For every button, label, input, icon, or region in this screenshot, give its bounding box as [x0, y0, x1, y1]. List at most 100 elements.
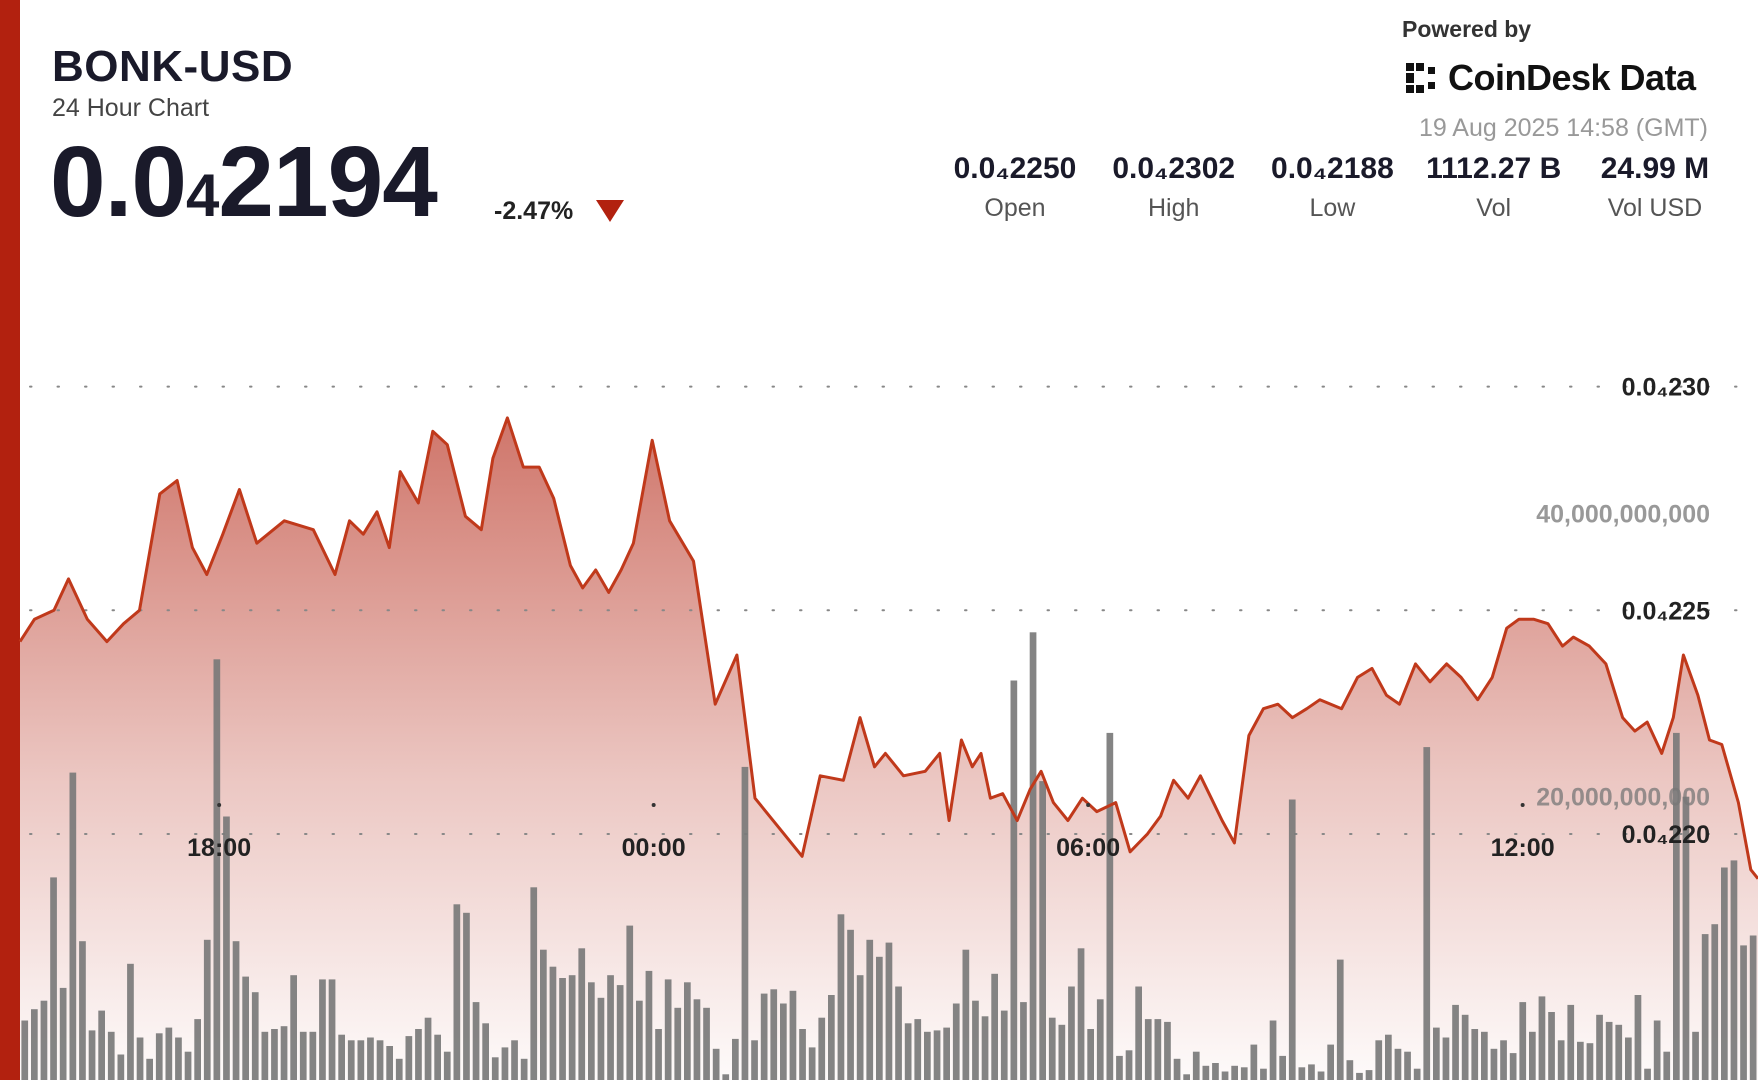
volume-bar — [549, 966, 557, 1080]
stat-volume-usd: 24.99 M Vol USD — [1590, 152, 1720, 223]
volume-bar — [1586, 1043, 1594, 1080]
volume-bar — [1212, 1063, 1219, 1080]
volume-bar — [1452, 1004, 1459, 1080]
volume-bar — [520, 1058, 528, 1080]
volume-bar — [1279, 1055, 1286, 1080]
volume-bar — [1481, 1031, 1488, 1080]
volume-bar — [376, 1040, 384, 1080]
volume-bar — [357, 1040, 365, 1080]
volume-axis-label: 20,000,000,000 — [1536, 784, 1710, 812]
volume-bar — [972, 1000, 979, 1080]
timestamp: 19 Aug 2025 14:58 (GMT) — [1418, 114, 1708, 142]
volume-bar — [1221, 1071, 1229, 1080]
volume-bar — [453, 904, 461, 1080]
volume-bar — [1634, 995, 1642, 1080]
volume-bar — [1183, 1074, 1190, 1080]
volume-bar — [21, 1020, 29, 1080]
volume-bar — [1701, 934, 1709, 1080]
volume-bar — [1423, 747, 1431, 1080]
volume-bar — [203, 939, 211, 1080]
stat-label: Low — [1309, 194, 1356, 222]
volume-bar — [1048, 1017, 1056, 1080]
volume-bar — [165, 1027, 173, 1080]
volume-bar — [271, 1029, 278, 1080]
stats-row: 0.0₄2250 Open 0.0₄2302 High 0.0₄2188 Low… — [950, 152, 1720, 223]
volume-bar — [1567, 1004, 1575, 1080]
volume-bar — [1116, 1055, 1123, 1080]
volume-bar — [1730, 860, 1738, 1080]
volume-bar — [69, 772, 77, 1080]
stat-label: Open — [984, 194, 1046, 222]
volume-bar — [1000, 1010, 1008, 1080]
volume-bar — [223, 816, 230, 1080]
volume-bar — [1605, 1021, 1613, 1080]
volume-bar — [1577, 1041, 1584, 1080]
volume-bar — [415, 1029, 422, 1080]
volume-bar — [1077, 948, 1085, 1080]
volume-bar — [828, 995, 835, 1080]
volume-bar — [511, 1040, 518, 1080]
volume-bar — [1260, 1068, 1267, 1080]
volume-bar — [1413, 1068, 1421, 1080]
volume-bar — [242, 976, 249, 1080]
volume-bar — [1442, 1037, 1450, 1080]
current-price: 0.042194 — [50, 132, 438, 232]
volume-bar — [1231, 1065, 1238, 1080]
volume-bar — [943, 1027, 950, 1080]
stat-low: 0.0₄2188 Low — [1267, 152, 1397, 223]
volume-bar — [1433, 1027, 1440, 1080]
volume-bar — [780, 1003, 787, 1080]
volume-bar — [1346, 1060, 1354, 1080]
volume-bar — [59, 987, 67, 1080]
volume-bar — [1308, 1064, 1315, 1080]
volume-bar — [1164, 1021, 1171, 1080]
stat-value: 0.0₄2188 — [1271, 152, 1394, 185]
volume-bar — [540, 949, 547, 1080]
price-axis-label: 0.0₄225 — [1622, 597, 1710, 625]
volume-bar — [175, 1037, 182, 1080]
volume-bar — [636, 1000, 643, 1080]
volume-bar — [1039, 781, 1046, 1080]
stat-value: 0.0₄2302 — [1112, 152, 1236, 185]
volume-bar — [703, 1007, 710, 1080]
volume-axis-label: 40,000,000,000 — [1536, 500, 1710, 528]
volume-bar — [616, 985, 624, 1080]
volume-bar — [952, 1003, 960, 1080]
volume-bar — [933, 1030, 941, 1080]
volume-bar — [741, 766, 749, 1080]
volume-bar — [424, 1017, 432, 1080]
volume-bar — [530, 887, 538, 1080]
volume-bar — [808, 1047, 816, 1080]
volume-bar — [299, 1031, 307, 1080]
volume-bar — [876, 956, 883, 1080]
price-digits: 2194 — [218, 126, 437, 238]
stat-value: 24.99 M — [1600, 152, 1710, 185]
volume-bar — [568, 975, 576, 1080]
volume-bar — [213, 659, 221, 1080]
price-axis-label: 0.0₄220 — [1622, 821, 1710, 849]
volume-bar — [1625, 1037, 1632, 1080]
volume-bar — [885, 942, 893, 1080]
volume-bar — [770, 989, 778, 1080]
x-tick-label: 18:00 — [187, 834, 251, 862]
volume-bar — [626, 925, 634, 1080]
stat-label: High — [1147, 194, 1200, 222]
volume-bar — [1336, 959, 1344, 1080]
volume-bar — [347, 1040, 355, 1080]
volume-bar — [991, 973, 998, 1080]
volume-bar — [799, 1029, 806, 1080]
x-tick-mark — [217, 803, 222, 807]
volume-bar — [818, 1017, 826, 1080]
volume-bar — [712, 1048, 720, 1080]
x-tick-label: 12:00 — [1491, 834, 1555, 862]
volume-bar — [866, 939, 874, 1080]
volume-bar — [722, 1074, 730, 1080]
price-change: -2.47% — [494, 197, 574, 225]
volume-bar — [309, 1031, 317, 1080]
volume-bar — [1461, 1014, 1469, 1080]
volume-bar — [1010, 680, 1018, 1080]
volume-bar — [117, 1054, 125, 1080]
volume-bar — [1615, 1024, 1623, 1080]
stat-volume: 1112.27 B Vol — [1426, 152, 1561, 223]
